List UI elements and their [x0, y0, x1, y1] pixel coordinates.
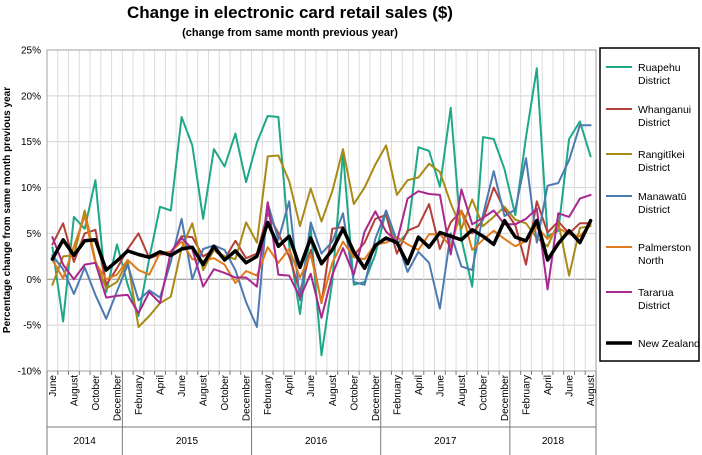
x-tick-label: June	[177, 375, 188, 397]
x-tick-label: February	[392, 375, 403, 415]
y-tick-label: 10%	[21, 183, 41, 194]
legend-label: Palmerston North	[638, 242, 691, 267]
x-tick-label: April	[414, 375, 425, 395]
year-label: 2014	[74, 436, 97, 447]
legend-label: New Zealand	[638, 338, 700, 350]
series-line	[51, 188, 592, 319]
x-tick-label: December	[242, 374, 253, 421]
y-tick-label: 0%	[27, 275, 42, 286]
year-label: 2016	[305, 436, 328, 447]
x-tick-label: June	[306, 375, 317, 397]
x-tick-label: October	[220, 374, 231, 410]
y-tick-label: 5%	[27, 229, 42, 240]
x-tick-label: April	[543, 375, 554, 395]
legend-label: Rangitīkei District	[638, 149, 685, 174]
year-label: 2017	[434, 436, 457, 447]
x-tick-label: June	[565, 375, 576, 397]
x-tick-label: August	[199, 375, 210, 406]
x-tick-label: February	[263, 375, 274, 415]
y-tick-label: -10%	[18, 367, 41, 378]
y-tick-label: 25%	[21, 46, 41, 57]
x-tick-label: December	[371, 374, 382, 421]
x-axis-ticks: June August October December February April Ju…	[48, 374, 597, 447]
x-tick-label: June	[48, 375, 59, 397]
legend-box	[599, 47, 700, 362]
chart-subtitle: (change from same month previous year)	[182, 27, 398, 39]
y-tick-label: 20%	[21, 91, 41, 102]
plot-border	[46, 49, 597, 372]
x-tick-label: October	[91, 374, 102, 410]
x-tick-label: October	[478, 374, 489, 410]
x-tick-label: April	[285, 375, 296, 395]
series-line	[51, 124, 592, 328]
legend-label: Ruapehu District	[638, 62, 681, 87]
x-tick-label: February	[522, 375, 533, 415]
series-lines	[50, 67, 593, 357]
x-tick-label: April	[156, 375, 167, 395]
chart-title: Change in electronic card retail sales (…	[127, 3, 453, 22]
series-line	[51, 209, 592, 304]
year-label: 2018	[542, 436, 565, 447]
x-tick-label: June	[435, 375, 446, 397]
legend-label: Tararua District	[638, 287, 674, 312]
x-tick-label: August	[586, 375, 597, 406]
y-tick-label: -5%	[23, 321, 41, 332]
x-tick-label: August	[69, 375, 80, 406]
x-tick-label: August	[457, 375, 468, 406]
x-tick-label: August	[328, 375, 339, 406]
legend: Ruapehu District Whanganui District Rangitīk…	[599, 47, 700, 362]
legend-label: Manawatū District	[638, 191, 687, 216]
x-tick-label: October	[349, 374, 360, 410]
legend-label: Whanganui District	[638, 104, 691, 129]
y-axis-label: Percentage change from same month previo…	[2, 87, 13, 333]
x-tick-label: December	[112, 374, 123, 421]
year-label: 2015	[176, 436, 199, 447]
x-tick-label: December	[500, 374, 511, 421]
y-axis-ticks: -10% -5% 0% 5% 10% 15% 20% 25%	[18, 46, 41, 378]
y-tick-label: 15%	[21, 137, 41, 148]
plot-frame	[46, 49, 597, 455]
x-tick-label: February	[134, 375, 145, 415]
series-line	[50, 218, 593, 272]
series-line	[51, 144, 592, 328]
